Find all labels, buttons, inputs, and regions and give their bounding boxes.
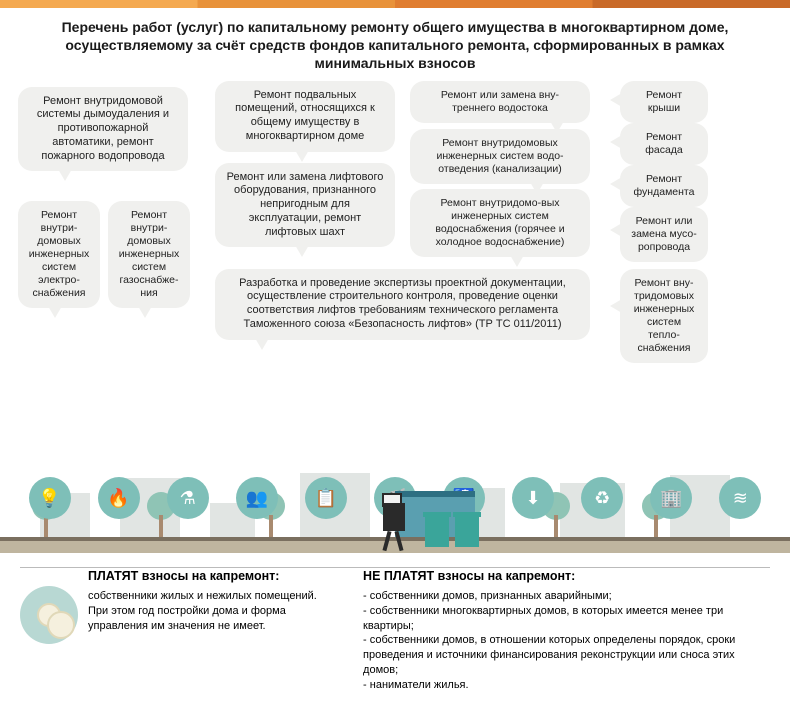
bubble-text: Разработка и проведение экспертизы проек… [239, 277, 566, 330]
bubble-area: Ремонт внутридомовой системы дымоудалени… [0, 81, 790, 471]
icon-building: 🏢 [650, 477, 692, 519]
icon-recycle: ♻ [581, 477, 623, 519]
bubble-text: Ремонт подвальных помещений, относящихся… [235, 89, 375, 142]
footer: ПЛАТЯТ взносы на капремонт: собственники… [0, 568, 790, 713]
nopay-item: - собственники домов, в отношении которы… [363, 633, 770, 678]
footer-pay-col: ПЛАТЯТ взносы на капремонт: собственники… [20, 568, 333, 713]
bubble-lift: Ремонт или замена лифтового оборудования… [215, 163, 395, 248]
bubble-water: Ремонт внутридомо-вых инженерных систем … [410, 189, 590, 258]
bubble-text: Ремонт или замена мусо-ропровода [631, 215, 696, 253]
top-stripe [0, 0, 790, 8]
bubble-sewer: Ремонт внутридомовых инженерных систем в… [410, 129, 590, 184]
bubble-facade: Ремонт фасада [620, 123, 708, 165]
bin-icon [455, 517, 479, 547]
icon-heat: ≋ [719, 477, 761, 519]
bubble-text: Ремонт внутридомовых инженерных систем в… [436, 137, 563, 175]
bubble-smoke: Ремонт внутридомовой системы дымоудалени… [18, 87, 188, 172]
bubble-gas: Ремонт внутри-домовых инженерных систем … [108, 201, 190, 309]
main-title: Перечень работ (услуг) по капитальному р… [0, 8, 790, 81]
bubble-heat: Ремонт вну-тридомовых инженерных систем … [620, 269, 708, 364]
nopay-item: - собственники многоквартирных домов, в … [363, 604, 770, 634]
icon-down: ⬇ [512, 477, 554, 519]
bubble-text: Ремонт или замена лифтового оборудования… [227, 171, 384, 238]
coins-icon [20, 586, 78, 644]
icon-light: 💡 [29, 477, 71, 519]
pay-heading: ПЛАТЯТ взносы на капремонт: [20, 568, 333, 585]
bubble-text: Ремонт вну-тридомовых инженерных систем … [634, 277, 695, 355]
nopay-heading: НЕ ПЛАТЯТ взносы на капремонт: [363, 568, 770, 585]
bubble-text: Ремонт фундамента [634, 173, 695, 198]
icon-fire: 🔥 [98, 477, 140, 519]
footer-nopay-col: НЕ ПЛАТЯТ взносы на капремонт: - собстве… [363, 568, 770, 713]
bubble-text: Ремонт внутридомовой системы дымоудалени… [37, 95, 169, 162]
bubble-trash: Ремонт или замена мусо-ропровода [620, 207, 708, 262]
mascot-icon [370, 493, 418, 551]
bubble-electro: Ремонт внутри-домовых инженерных систем … [18, 201, 100, 309]
nopay-item: - собственники домов, признанных аварийн… [363, 589, 770, 604]
bubble-drain: Ремонт или замена вну-треннего водостока [410, 81, 590, 123]
bubble-expertise: Разработка и проведение экспертизы проек… [215, 269, 590, 340]
bubble-text: Ремонт крыши [646, 89, 682, 114]
bubble-text: Ремонт внутридомо-вых инженерных систем … [435, 197, 564, 248]
icon-flask: ⚗ [167, 477, 209, 519]
bubble-basement: Ремонт подвальных помещений, относящихся… [215, 81, 395, 152]
bubble-text: Ремонт внутри-домовых инженерных систем … [29, 209, 90, 300]
bubble-roof: Ремонт крыши [620, 81, 708, 123]
bin-icon [425, 517, 449, 547]
bubble-text: Ремонт или замена вну-треннего водостока [441, 89, 559, 114]
bubble-foundation: Ремонт фундамента [620, 165, 708, 207]
bubble-text: Ремонт фасада [645, 131, 683, 156]
icon-doc: 📋 [305, 477, 347, 519]
bubble-text: Ремонт внутри-домовых инженерных систем … [119, 209, 180, 300]
icon-people: 👥 [236, 477, 278, 519]
nopay-item: - наниматели жилья. [363, 678, 770, 693]
